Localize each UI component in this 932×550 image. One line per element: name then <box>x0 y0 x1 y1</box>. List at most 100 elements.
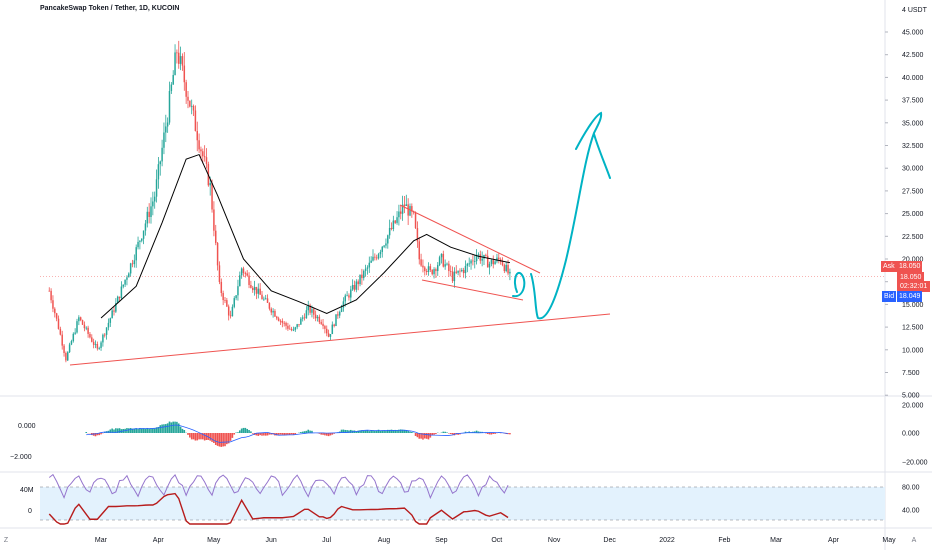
oscillator-band <box>40 487 885 520</box>
candle-body <box>133 260 136 265</box>
candle-body <box>192 105 195 111</box>
candle-body <box>301 317 304 319</box>
macd-bar <box>398 429 400 433</box>
macd-bar <box>231 433 234 438</box>
y-tick-label: 25.000 <box>902 211 924 218</box>
macd-bar <box>494 433 496 434</box>
macd-bar <box>392 430 395 433</box>
candle-body <box>320 322 322 324</box>
candle-body <box>285 322 287 326</box>
macd-bar <box>375 430 378 433</box>
candle-body <box>55 313 58 319</box>
candle-body <box>50 290 52 301</box>
candle-body <box>139 240 141 242</box>
macd-bar <box>174 421 176 433</box>
macd-bar <box>325 433 328 436</box>
macd-bar <box>377 429 380 433</box>
macd-bar <box>157 426 160 433</box>
candle-body <box>313 309 315 315</box>
bid-label: Bid <box>882 291 897 302</box>
macd-bar <box>213 433 215 443</box>
candle-body <box>459 270 461 272</box>
y-tick-label: 32.500 <box>902 143 924 150</box>
candle-body <box>104 334 106 336</box>
candle-body <box>202 151 204 157</box>
macd-bar <box>129 427 132 433</box>
macd-bar <box>422 433 424 440</box>
candle-body <box>231 306 234 317</box>
candle-body <box>409 206 411 216</box>
macd-bar <box>387 429 389 433</box>
candle-body <box>220 281 223 294</box>
candle-body <box>485 254 487 256</box>
candle-body <box>472 260 474 262</box>
candle-body <box>425 271 428 273</box>
macd-bar <box>159 425 162 433</box>
candle-body <box>348 295 350 298</box>
candle-body <box>141 238 143 241</box>
candle-body <box>448 263 450 272</box>
candle-body <box>374 256 376 258</box>
candle-body <box>229 315 232 317</box>
candle-body <box>89 333 91 338</box>
candle-body <box>385 243 387 246</box>
candle-body <box>65 352 67 361</box>
candle-body <box>183 65 186 83</box>
macd-bar <box>372 430 374 433</box>
candle-body <box>287 325 289 329</box>
macd-bar <box>281 433 284 435</box>
candle-body <box>91 337 93 342</box>
candle-body <box>444 264 446 267</box>
macd-axis-label: 0.000 <box>902 431 920 438</box>
macd-bar <box>227 433 230 444</box>
candle-body <box>85 327 87 329</box>
macd-bar <box>401 429 404 433</box>
candle-body <box>435 269 437 272</box>
macd-bar <box>268 433 271 435</box>
candle-body <box>257 288 260 294</box>
macd-bar <box>202 433 204 440</box>
candle-body <box>118 296 121 299</box>
candle-body <box>92 341 95 345</box>
countdown-timer: 02:32:01 <box>897 281 931 292</box>
candle-body <box>338 311 341 316</box>
candle-body <box>296 324 298 328</box>
candle-body <box>244 273 247 274</box>
candle-body <box>63 345 65 353</box>
x-tick-label: May <box>207 537 221 544</box>
x-tick-label: Apr <box>828 537 840 544</box>
candle-body <box>411 206 413 212</box>
candle-body <box>181 56 184 66</box>
candle-body <box>196 131 198 141</box>
macd-bar <box>111 428 113 433</box>
candle-body <box>326 328 328 334</box>
macd-bar <box>420 433 422 439</box>
macd-bar <box>261 433 263 436</box>
macd-bar <box>394 429 396 433</box>
macd-bar <box>168 421 171 433</box>
macd-bar <box>155 427 158 433</box>
candle-body <box>83 324 86 329</box>
x-tick-label: Oct <box>491 537 502 544</box>
candle-body <box>67 352 69 361</box>
candle-body <box>111 310 113 319</box>
candle-body <box>420 259 422 266</box>
macd-bar <box>251 433 254 434</box>
macd-bar <box>509 433 511 435</box>
oscillator-axis-label: 80.00 <box>902 485 920 492</box>
candle-body <box>370 260 372 263</box>
candle-body <box>479 254 482 261</box>
macd-bar <box>468 431 470 433</box>
candle-body <box>218 265 221 282</box>
candle-body <box>381 246 383 252</box>
candle-body <box>488 263 491 268</box>
candle-body <box>263 298 265 300</box>
macd-bar <box>446 432 448 433</box>
candle-body <box>153 196 156 202</box>
candle-body <box>159 161 161 165</box>
candle-body <box>68 344 71 353</box>
macd-bar <box>100 433 102 435</box>
candle-body <box>501 261 504 266</box>
macd-bar <box>216 433 219 446</box>
